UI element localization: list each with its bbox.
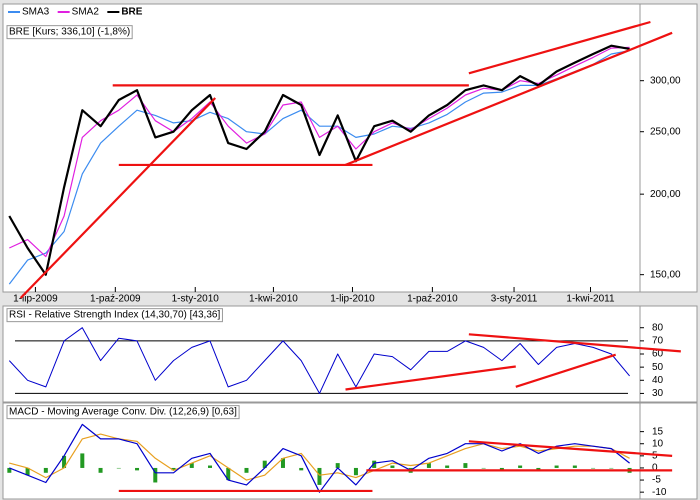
histogram-bar <box>481 467 486 469</box>
histogram-bar <box>116 467 121 469</box>
y-tick-label: -10 <box>652 487 667 498</box>
histogram-bar <box>299 467 304 471</box>
histogram-bar <box>372 460 377 468</box>
histogram-bar <box>335 463 340 468</box>
series-line <box>8 50 630 285</box>
x-tick-label: 1-sty-2010 <box>172 294 220 305</box>
series-line <box>9 433 630 481</box>
series-line <box>8 327 630 394</box>
legend-label: SMA3 <box>22 7 50 18</box>
trend-line <box>345 365 516 391</box>
histogram-bar <box>25 467 30 476</box>
y-tick-label: 10 <box>652 438 664 449</box>
y-tick-label: 0 <box>652 463 658 474</box>
histogram-bar <box>62 455 67 468</box>
y-tick-label: 150,00 <box>650 269 681 280</box>
histogram-bar <box>518 465 523 468</box>
panel-title: RSI - Relative Strength Index (14,30,70)… <box>9 310 220 321</box>
trend-line <box>468 333 681 353</box>
trend-line <box>468 440 673 457</box>
series-line <box>8 44 630 276</box>
y-tick-label: 70 <box>652 335 664 346</box>
histogram-bar <box>262 460 267 468</box>
x-tick-label: 1-kwi-2011 <box>566 294 615 305</box>
x-tick-label: 1-paź-2010 <box>407 294 458 305</box>
x-tick-label: 1-kwi-2010 <box>249 294 298 305</box>
trend-line <box>515 353 617 388</box>
legend-label: BRE <box>121 7 142 18</box>
x-tick-label: 1-lip-2009 <box>13 294 58 305</box>
histogram-bar <box>554 465 559 468</box>
histogram-bar <box>390 465 395 468</box>
y-tick-label: 300,00 <box>650 75 681 86</box>
series-line <box>9 46 630 258</box>
y-tick-label: 40 <box>652 375 664 386</box>
y-tick-label: 80 <box>652 322 664 333</box>
panel-title: MACD - Moving Average Conv. Div. (12,26,… <box>9 407 237 418</box>
histogram-bar <box>426 463 431 468</box>
y-tick-label: -5 <box>652 475 661 486</box>
trend-line <box>345 31 673 166</box>
histogram-bar <box>591 467 596 469</box>
histogram-bar <box>463 463 468 468</box>
histogram-bar <box>226 467 231 481</box>
histogram-bar <box>189 463 194 468</box>
title-box <box>6 405 240 420</box>
histogram-bar <box>43 467 48 473</box>
legend-label: SMA2 <box>72 7 100 18</box>
histogram-bar <box>7 467 12 473</box>
histogram-bar <box>499 467 504 471</box>
histogram-bar <box>98 467 103 473</box>
histogram-bar <box>208 465 213 468</box>
histogram-bar <box>572 465 577 468</box>
x-tick-label: 1-paź-2009 <box>90 294 141 305</box>
panel-title: BRE [Kurs; 336,10] (-1,8%) <box>9 27 130 38</box>
y-tick-label: 50 <box>652 362 664 373</box>
x-tick-label: 1-lip-2010 <box>330 294 375 305</box>
trend-line <box>19 97 217 299</box>
y-tick-label: 200,00 <box>650 189 681 200</box>
title-box <box>6 25 133 40</box>
histogram-bar <box>609 467 614 469</box>
histogram-bar <box>317 467 322 485</box>
title-box <box>6 308 223 323</box>
series-line <box>9 423 630 493</box>
histogram-bar <box>153 467 158 483</box>
histogram-bar <box>171 467 176 471</box>
x-tick-label: 3-sty-2011 <box>491 294 538 305</box>
y-tick-label: 250,00 <box>650 126 681 137</box>
histogram-bar <box>244 467 249 473</box>
histogram-bar <box>445 465 450 468</box>
y-tick-label: 60 <box>652 349 664 360</box>
y-tick-label: 30 <box>652 388 664 399</box>
histogram-bar <box>353 467 358 476</box>
histogram-bar <box>135 467 140 471</box>
histogram-bar <box>80 453 85 468</box>
histogram-bar <box>280 458 285 468</box>
histogram-bar <box>536 467 541 471</box>
y-tick-label: 15 <box>652 426 664 437</box>
y-tick-label: 5 <box>652 450 658 461</box>
trend-line <box>468 20 651 75</box>
